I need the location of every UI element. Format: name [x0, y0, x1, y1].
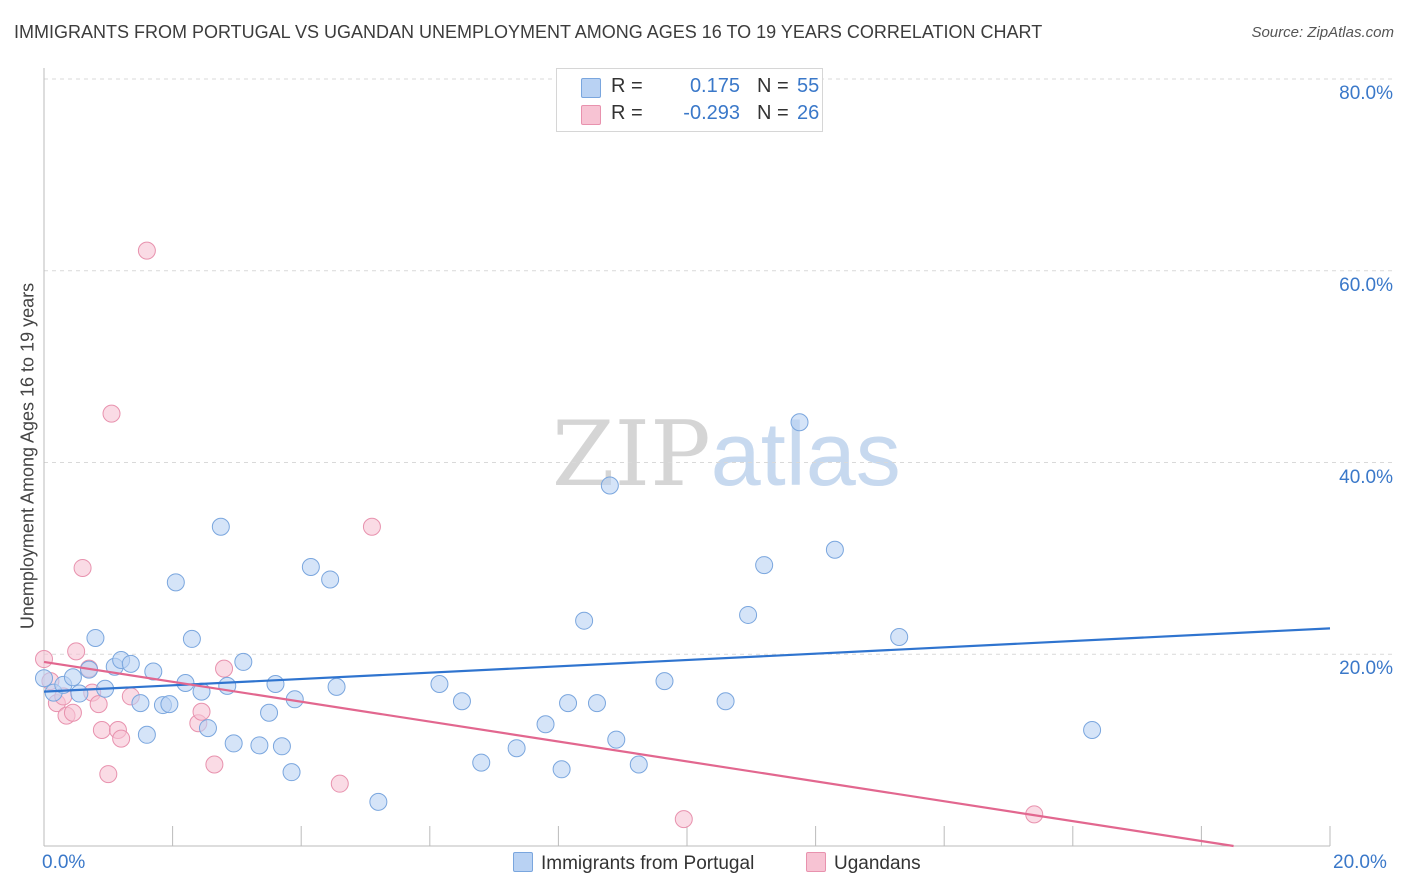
watermark: ZIPatlas [552, 402, 901, 507]
portugal-point [63, 668, 82, 687]
portugal-point [559, 694, 578, 713]
portugal-point [137, 725, 156, 744]
portugal-point [755, 556, 774, 575]
ugandans-trend-line [43, 660, 1234, 848]
portugal-point [536, 715, 555, 734]
legend-n-label: N = [757, 102, 789, 124]
portugal-point [272, 737, 291, 756]
bottom-legend-label-ugandans: Ugandans [834, 853, 921, 874]
portugal-point [234, 652, 253, 671]
legend-n-value: 55 [797, 75, 820, 97]
portugal-point [70, 684, 89, 703]
portugal-point [131, 694, 150, 713]
portugal-point [282, 763, 301, 782]
ugandans-point [35, 650, 53, 669]
bottom-legend-ugandans: Ugandans [806, 852, 921, 875]
bottom-legend-swatch-portugal [513, 852, 533, 872]
y-tick-label: 60.0% [1339, 274, 1393, 296]
ugandans-point [330, 774, 349, 793]
legend-n-label: N = [757, 75, 789, 97]
portugal-point [301, 558, 320, 577]
portugal-point [716, 692, 735, 711]
legend-r-value: -0.293 [683, 102, 740, 124]
portugal-point [629, 755, 648, 774]
legend-swatch-portugal [581, 78, 601, 98]
ugandans-point [205, 755, 224, 774]
portugal-point [369, 792, 388, 811]
portugal-point [452, 692, 471, 711]
portugal-points [35, 413, 1102, 811]
ugandans-point [89, 695, 108, 714]
portugal-point [321, 570, 340, 589]
ugandans-point [92, 720, 111, 739]
portugal-point [211, 517, 230, 536]
portugal-point [260, 703, 279, 722]
ugandans-point [192, 702, 211, 721]
portugal-point [575, 611, 594, 630]
bottom-legend-swatch-ugandans [806, 852, 826, 872]
legend-swatch-ugandans [581, 105, 601, 125]
portugal-point [430, 674, 449, 693]
ugandans-points [35, 241, 1044, 829]
portugal-point [607, 730, 626, 749]
legend-r-label: R = [611, 102, 643, 124]
portugal-point [327, 677, 346, 696]
portugal-point [182, 629, 201, 648]
y-tick-label: 80.0% [1339, 83, 1393, 104]
y-tick-label: 40.0% [1339, 466, 1393, 488]
portugal-point [472, 753, 491, 772]
watermark-zip: ZIP [552, 402, 711, 507]
ugandans-point [674, 810, 693, 829]
x-tick-label-min: 0.0% [42, 852, 86, 873]
chart-title: IMMIGRANTS FROM PORTUGAL VS UGANDAN UNEM… [14, 22, 1043, 42]
ugandans-point [137, 241, 156, 260]
axes [43, 68, 1331, 847]
y-axis-label: Unemployment Among Ages 16 to 19 years [17, 282, 38, 630]
ugandans-point [112, 729, 131, 748]
ugandans-point [362, 517, 381, 536]
portugal-point [739, 605, 758, 624]
ugandans-point [102, 404, 121, 423]
source-note: Source: ZipAtlas.com [1251, 24, 1394, 41]
portugal-point [86, 628, 105, 647]
portugal-point [1083, 720, 1102, 739]
portugal-point [121, 654, 140, 673]
legend-r-value: 0.175 [689, 75, 740, 97]
portugal-trend-line [43, 627, 1331, 693]
bottom-legend-label-portugal: Immigrants from Portugal [541, 853, 755, 874]
portugal-point [166, 573, 185, 592]
ugandans-point [63, 703, 82, 722]
portugal-point [144, 662, 163, 681]
ugandans-point [67, 642, 86, 661]
legend-n-value: 26 [797, 102, 820, 124]
portugal-point [790, 413, 809, 432]
x-tick-label-max: 20.0% [1333, 852, 1387, 873]
y-tick-label: 20.0% [1339, 658, 1393, 680]
portugal-point [224, 734, 243, 753]
ugandans-point [99, 765, 118, 784]
ugandans-point [73, 558, 92, 577]
portugal-point [507, 739, 526, 758]
portugal-point [266, 674, 285, 693]
portugal-point [250, 736, 269, 755]
bottom-legend-portugal: Immigrants from Portugal [513, 852, 754, 875]
portugal-point [587, 694, 606, 713]
correlation-legend: R = 0.175 N = 55 R = -0.293 N = 26 [556, 68, 823, 132]
portugal-point [160, 695, 179, 714]
portugal-point [825, 540, 844, 559]
trend-lines [43, 627, 1331, 848]
portugal-point [35, 669, 53, 688]
ugandans-point [215, 659, 234, 678]
legend-r-label: R = [611, 75, 643, 97]
portugal-point [655, 672, 674, 691]
gridlines [44, 78, 1392, 655]
portugal-point [890, 627, 909, 646]
portugal-point [552, 760, 571, 779]
portugal-point [600, 476, 619, 495]
portugal-point [198, 719, 217, 738]
